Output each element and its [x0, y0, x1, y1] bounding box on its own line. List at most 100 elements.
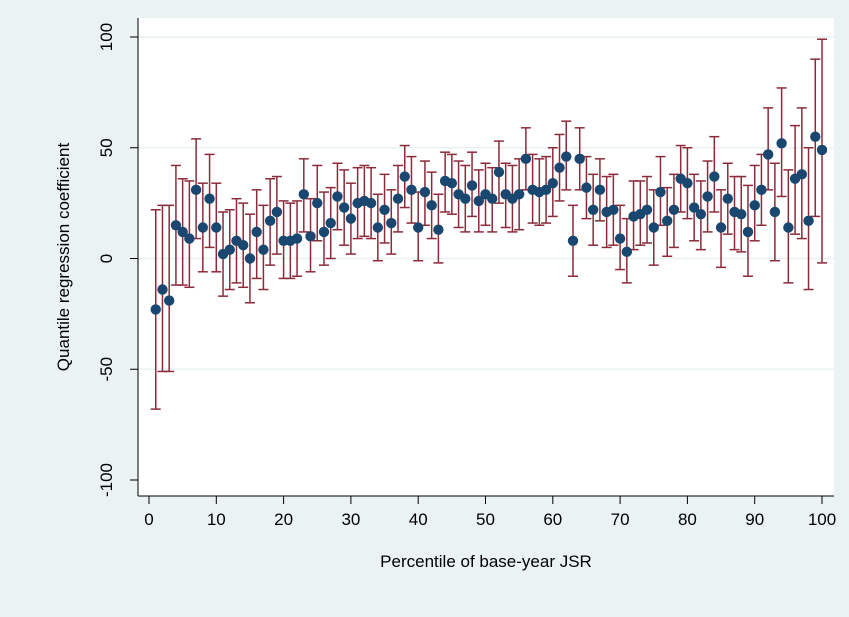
data-point — [621, 246, 633, 258]
x-tick-label: 30 — [341, 510, 360, 529]
data-point — [197, 222, 209, 233]
data-point — [587, 204, 599, 215]
data-point — [224, 244, 235, 255]
data-point — [399, 171, 410, 182]
y-tick-label: -100 — [97, 463, 116, 497]
data-point — [742, 226, 754, 238]
x-tick-label: 0 — [144, 510, 153, 529]
data-point — [682, 177, 693, 189]
data-point — [648, 222, 659, 233]
data-point — [325, 217, 336, 229]
data-point — [446, 177, 458, 189]
data-point — [608, 204, 619, 215]
data-point — [332, 191, 343, 202]
data-point — [473, 195, 484, 207]
y-tick-label: 0 — [97, 254, 116, 263]
x-axis-title: Percentile of base-year JSR — [380, 552, 592, 571]
data-point — [392, 193, 404, 204]
data-point — [688, 202, 700, 213]
data-point — [561, 151, 572, 162]
x-tick-label: 70 — [611, 510, 630, 529]
data-point — [163, 295, 175, 306]
axes: -100 -50 0 50 100 0 10 20 30 40 50 60 70 80 90 100 — [97, 18, 836, 529]
data-point — [749, 200, 760, 211]
data-point — [426, 200, 437, 211]
data-point — [379, 204, 390, 215]
data-point — [211, 222, 222, 233]
data-point — [574, 153, 585, 165]
data-point — [305, 231, 316, 242]
data-point — [783, 222, 794, 233]
data-point — [554, 162, 565, 173]
x-tick-label: 10 — [207, 510, 226, 529]
data-point — [803, 215, 814, 227]
data-point — [702, 191, 713, 202]
error-bar — [164, 204, 175, 373]
y-tick-label: 100 — [97, 23, 116, 51]
data-point — [258, 244, 269, 255]
data-point — [487, 193, 498, 204]
data-points — [150, 131, 828, 315]
data-point — [662, 215, 673, 227]
data-point — [695, 209, 707, 220]
data-point — [177, 226, 188, 238]
data-point — [594, 184, 606, 196]
data-point — [466, 180, 478, 191]
x-tick-label: 40 — [409, 510, 428, 529]
data-point — [413, 222, 424, 233]
data-point — [776, 138, 787, 149]
data-point — [170, 220, 182, 231]
data-point — [709, 171, 720, 182]
x-tick-label: 80 — [678, 510, 697, 529]
data-point — [190, 184, 202, 196]
data-point — [312, 197, 323, 209]
data-point — [722, 193, 733, 204]
data-point — [756, 184, 767, 196]
y-axis-title: Quantile regression coefficient — [54, 143, 73, 372]
data-point — [345, 213, 357, 224]
data-point — [433, 224, 444, 235]
data-point — [614, 233, 626, 244]
data-point — [298, 189, 309, 200]
data-point — [184, 233, 195, 244]
data-point — [567, 235, 579, 246]
data-point — [655, 186, 666, 198]
data-point — [769, 206, 781, 218]
data-point — [157, 284, 168, 295]
data-point — [204, 193, 215, 204]
x-tick-label: 90 — [745, 510, 764, 529]
y-tick-label: 50 — [97, 138, 116, 157]
data-point — [460, 193, 471, 204]
x-tick-label: 100 — [808, 510, 836, 529]
data-point — [736, 209, 747, 220]
data-point — [540, 184, 552, 196]
data-point — [581, 182, 592, 193]
data-point — [715, 222, 727, 233]
data-point — [668, 204, 680, 215]
data-point — [372, 222, 384, 233]
data-point — [291, 233, 303, 244]
data-point — [238, 240, 249, 251]
data-point — [796, 169, 808, 180]
plot-area — [138, 18, 834, 496]
data-point — [419, 186, 431, 198]
data-point — [150, 304, 161, 315]
data-point — [318, 226, 330, 238]
data-point — [406, 184, 417, 196]
data-point — [810, 131, 821, 142]
data-point — [762, 149, 774, 160]
data-point — [251, 226, 262, 238]
data-point — [264, 215, 276, 227]
data-point — [386, 217, 397, 229]
data-point — [493, 166, 505, 178]
x-tick-label: 20 — [274, 510, 293, 529]
x-tick-label: 50 — [476, 510, 495, 529]
gridlines — [138, 36, 834, 370]
data-point — [520, 153, 532, 165]
data-point — [547, 177, 558, 189]
data-point — [338, 202, 350, 213]
data-point — [816, 144, 828, 156]
data-point — [641, 204, 653, 215]
data-point — [271, 206, 283, 218]
